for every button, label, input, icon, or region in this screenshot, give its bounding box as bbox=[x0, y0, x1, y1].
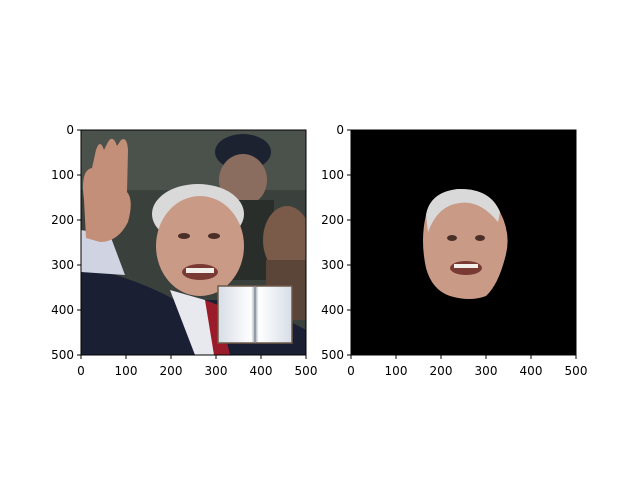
right-ytick-label: 500 bbox=[321, 348, 344, 362]
left-xtick-label: 400 bbox=[250, 364, 273, 378]
right-xtick-label: 100 bbox=[385, 364, 408, 378]
right-ytick-label: 100 bbox=[321, 168, 344, 182]
left-y-axis bbox=[77, 129, 81, 356]
right-ytick-label: 300 bbox=[321, 258, 344, 272]
right-xtick-label: 300 bbox=[475, 364, 498, 378]
book-icon bbox=[217, 285, 293, 344]
left-xtick-label: 500 bbox=[295, 364, 318, 378]
left-ytick-label: 200 bbox=[51, 213, 74, 227]
right-ytick-label: 0 bbox=[336, 123, 344, 137]
left-ytick-label: 400 bbox=[51, 303, 74, 317]
right-xtick-label: 200 bbox=[430, 364, 453, 378]
left-ytick-label: 0 bbox=[66, 123, 74, 137]
left-image-panel bbox=[80, 129, 307, 356]
right-xtick-label: 500 bbox=[565, 364, 588, 378]
left-xtick-label: 0 bbox=[77, 364, 85, 378]
left-ytick-label: 500 bbox=[51, 348, 74, 362]
right-ytick-label: 400 bbox=[321, 303, 344, 317]
left-xtick-label: 300 bbox=[205, 364, 228, 378]
left-axes-frame bbox=[80, 129, 307, 356]
right-axes-frame bbox=[350, 129, 577, 356]
right-image-panel bbox=[350, 129, 577, 356]
right-x-axis bbox=[350, 355, 577, 359]
left-ytick-label: 100 bbox=[51, 168, 74, 182]
segmented-face bbox=[423, 188, 508, 299]
right-y-axis bbox=[347, 129, 351, 356]
left-xtick-label: 100 bbox=[115, 364, 138, 378]
left-xtick-label: 200 bbox=[160, 364, 183, 378]
right-xtick-label: 0 bbox=[347, 364, 355, 378]
left-x-axis bbox=[80, 355, 307, 359]
right-xtick-label: 400 bbox=[520, 364, 543, 378]
right-ytick-label: 200 bbox=[321, 213, 344, 227]
left-ytick-label: 300 bbox=[51, 258, 74, 272]
